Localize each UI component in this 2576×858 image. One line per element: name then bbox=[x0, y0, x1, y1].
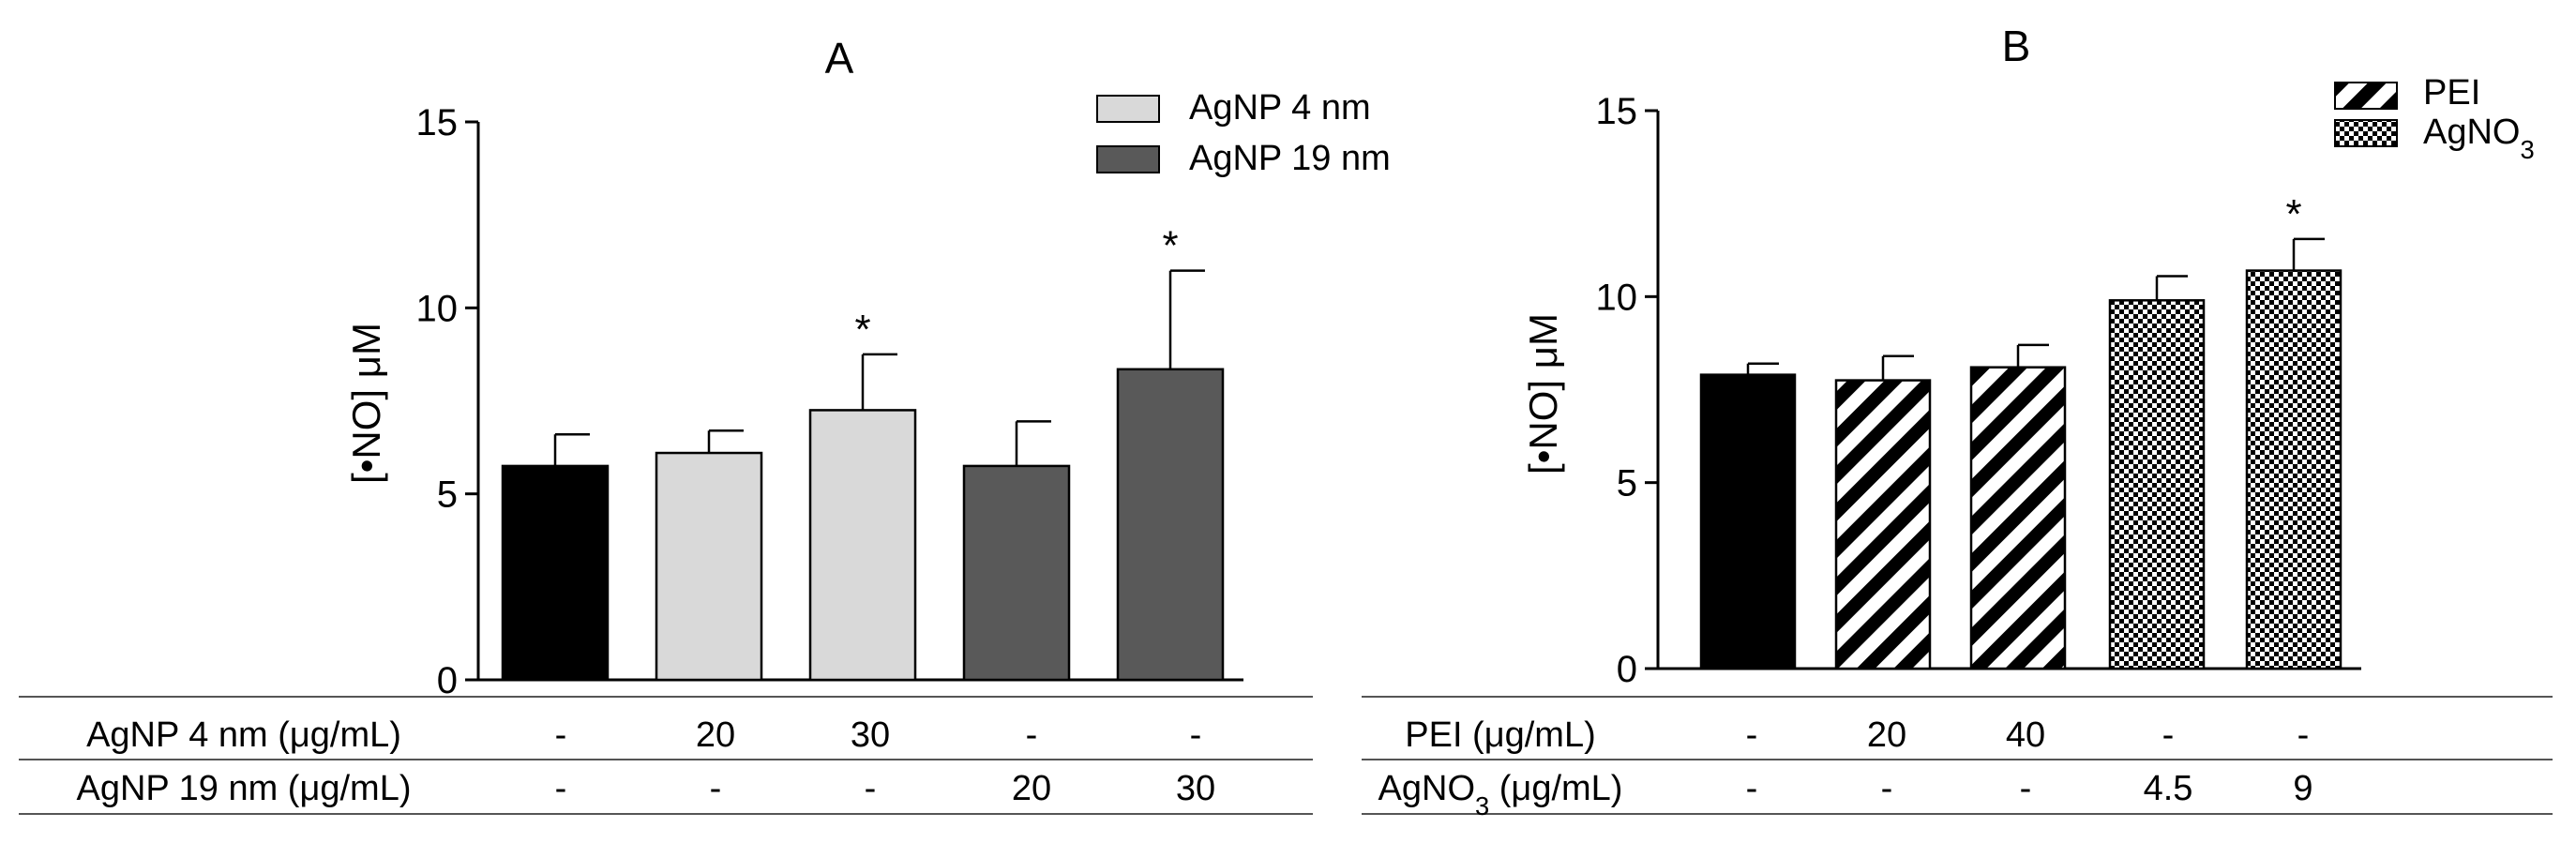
chart-title: B bbox=[2002, 22, 2031, 70]
table-cell: - bbox=[555, 715, 567, 755]
bar-group bbox=[1834, 354, 1932, 670]
bar-group: * bbox=[808, 307, 917, 682]
bar bbox=[1116, 368, 1225, 682]
legend-item: AgNP 19 nm bbox=[1096, 139, 1391, 178]
significance-marker: * bbox=[1162, 223, 1178, 269]
bar bbox=[2245, 269, 2343, 670]
table-cell: 30 bbox=[1176, 769, 1215, 808]
table-cell: - bbox=[2297, 715, 2310, 755]
table-cell: 30 bbox=[851, 715, 890, 755]
bar-group bbox=[501, 432, 610, 682]
bar bbox=[2108, 299, 2206, 670]
y-tick-label: 15 bbox=[1596, 91, 1638, 132]
y-tick-label: 10 bbox=[416, 288, 459, 329]
table-row-label: AgNO3 (μg/mL) bbox=[1378, 769, 1623, 820]
bar-group bbox=[962, 420, 1071, 682]
bar bbox=[1699, 373, 1797, 670]
legend-item: AgNO3 bbox=[2334, 113, 2535, 164]
bar-group bbox=[1969, 343, 2067, 670]
legend-label: PEI bbox=[2423, 73, 2480, 113]
table-cell: - bbox=[1026, 715, 1038, 755]
chart-a: A 0 5 10 15 [•NO] μM * * AgNP 4 nm AgNP 19 nm AgNP… bbox=[19, 34, 1391, 815]
table-cell: - bbox=[1746, 769, 1758, 808]
table-cell: - bbox=[1881, 769, 1893, 808]
bar-group bbox=[655, 429, 763, 682]
bar bbox=[1969, 366, 2067, 670]
table-row-label: AgNP 19 nm (μg/mL) bbox=[77, 769, 412, 808]
table-cell: - bbox=[710, 769, 722, 808]
table-cell: - bbox=[2020, 769, 2032, 808]
table-row-label: PEI (μg/mL) bbox=[1405, 715, 1596, 755]
y-axis-label: [•NO] μM bbox=[344, 323, 388, 484]
legend-swatch bbox=[1096, 95, 1160, 123]
chart-title: A bbox=[825, 34, 854, 83]
legend-swatch bbox=[2334, 82, 2398, 110]
table-cell: - bbox=[555, 769, 567, 808]
y-tick-label: 0 bbox=[437, 660, 458, 701]
bar bbox=[1834, 379, 1932, 670]
legend-swatch bbox=[2334, 119, 2398, 147]
legend-label: AgNO3 bbox=[2423, 113, 2535, 164]
bar-group bbox=[1699, 362, 1797, 670]
table-cell: - bbox=[2162, 715, 2175, 755]
y-tick-label: 0 bbox=[1617, 649, 1637, 690]
table-cell: - bbox=[865, 769, 877, 808]
legend-item: PEI bbox=[2334, 73, 2480, 113]
significance-marker: * bbox=[2285, 191, 2301, 237]
table-cell: 20 bbox=[696, 715, 735, 755]
table-cell: 4.5 bbox=[2144, 769, 2193, 808]
bar-group: * bbox=[1116, 223, 1225, 682]
table-row-label: AgNP 4 nm (μg/mL) bbox=[86, 715, 401, 755]
bar bbox=[808, 409, 917, 682]
legend-label: AgNP 4 nm bbox=[1189, 88, 1371, 128]
legend-item: AgNP 4 nm bbox=[1096, 88, 1371, 128]
table-cell: 20 bbox=[1867, 715, 1906, 755]
table-cell: - bbox=[1190, 715, 1202, 755]
significance-marker: * bbox=[854, 307, 870, 353]
table-cell: 20 bbox=[1012, 769, 1051, 808]
bar bbox=[962, 464, 1071, 682]
table-cell: 9 bbox=[2293, 769, 2312, 808]
table-cell: 40 bbox=[2006, 715, 2045, 755]
bar bbox=[655, 451, 763, 682]
y-tick-label: 15 bbox=[416, 102, 459, 143]
bar-group bbox=[2108, 275, 2206, 670]
bar-group: * bbox=[2245, 191, 2343, 670]
bar bbox=[501, 464, 610, 682]
y-tick-label: 10 bbox=[1596, 277, 1638, 318]
y-tick-label: 5 bbox=[1617, 463, 1637, 504]
table-cell: - bbox=[1746, 715, 1758, 755]
y-tick-label: 5 bbox=[437, 474, 458, 516]
legend-swatch bbox=[1096, 145, 1160, 173]
y-axis-label: [•NO] μM bbox=[1521, 313, 1565, 474]
legend-label: AgNP 19 nm bbox=[1189, 139, 1391, 178]
